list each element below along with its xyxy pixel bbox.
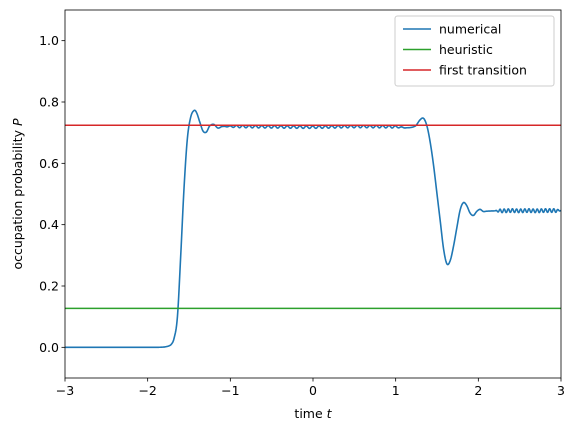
y-tick-label: 0.4 xyxy=(39,217,59,232)
y-tick-label: 1.0 xyxy=(39,33,59,48)
x-tick-label: 3 xyxy=(557,383,565,398)
x-axis-label: time t xyxy=(294,406,332,421)
legend-label: numerical xyxy=(439,22,501,37)
x-tick-label: −3 xyxy=(56,383,74,398)
legend-label: first transition xyxy=(439,63,527,78)
x-tick-label: 1 xyxy=(392,383,400,398)
y-tick-label: 0.2 xyxy=(39,279,59,294)
y-tick-label: 0.0 xyxy=(39,340,59,355)
series-layer xyxy=(65,109,561,349)
y-axis: 0.0 0.2 0.4 0.6 0.8 1.0 xyxy=(39,33,65,355)
x-axis: −3 −2 −1 0 1 2 3 xyxy=(56,378,565,398)
y-axis-label: occupation probability P xyxy=(10,118,25,270)
y-tick-label: 0.6 xyxy=(39,156,59,171)
legend-box xyxy=(394,15,555,87)
x-tick-label: −2 xyxy=(138,383,156,398)
y-tick-label: 0.8 xyxy=(39,95,59,110)
legend-label: heuristic xyxy=(439,42,493,57)
legend: numerical heuristic first transition xyxy=(394,15,555,87)
x-tick-label: 0 xyxy=(309,383,317,398)
x-tick-label: 2 xyxy=(474,383,482,398)
x-tick-label: −1 xyxy=(221,383,239,398)
